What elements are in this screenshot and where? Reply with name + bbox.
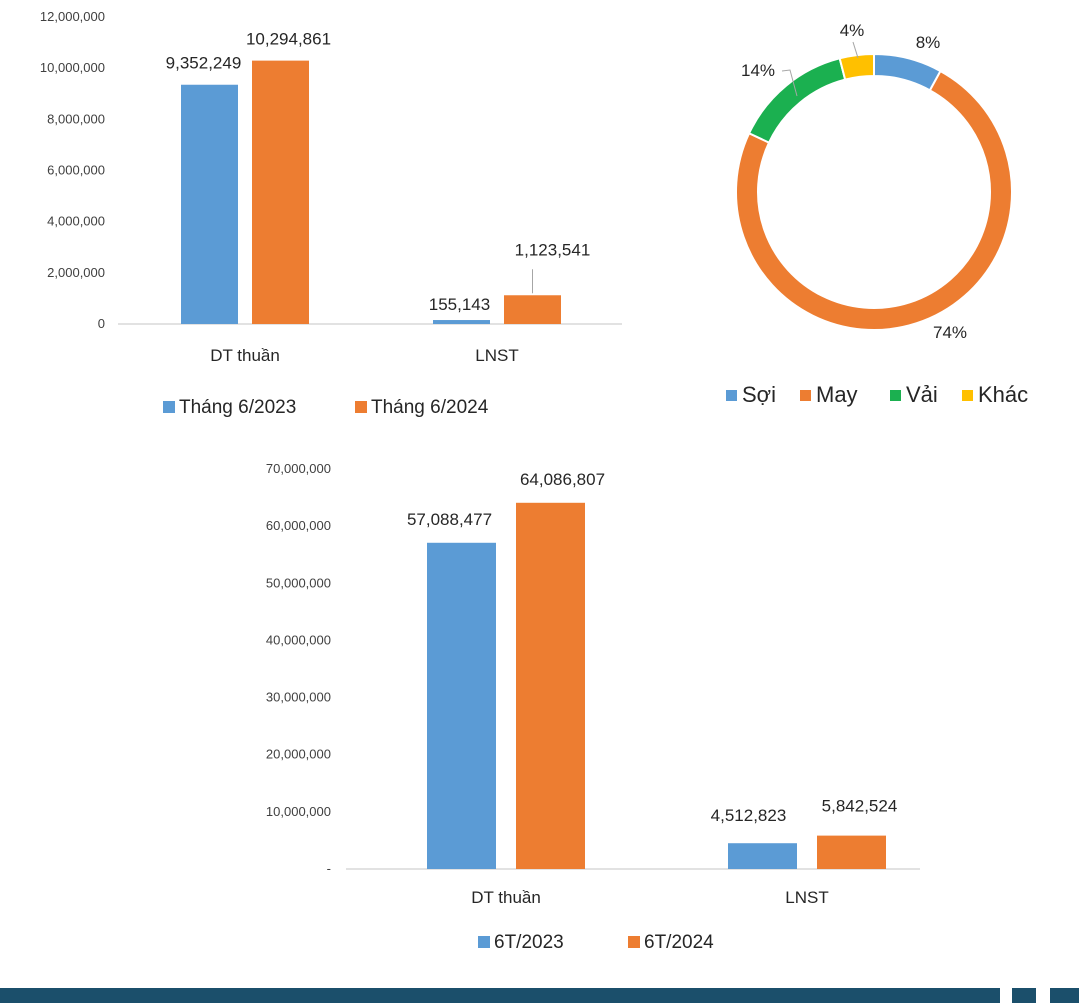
legend: 6T/2023 6T/2024 xyxy=(478,932,714,953)
legend-label: Vải xyxy=(906,382,938,407)
bar-series2 xyxy=(504,295,561,324)
legend-swatch xyxy=(800,390,811,401)
y-tick-label: 0 xyxy=(98,316,105,331)
data-label: 57,088,477 xyxy=(407,510,492,529)
bar-series1 xyxy=(427,542,496,869)
data-label: 4,512,823 xyxy=(711,806,787,825)
legend-label: Khác xyxy=(978,382,1028,407)
legend: Tháng 6/2023 Tháng 6/2024 xyxy=(163,397,489,418)
legend-label: Tháng 6/2023 xyxy=(179,397,296,418)
y-tick-label: 20,000,000 xyxy=(266,747,331,762)
y-tick-label: 60,000,000 xyxy=(266,518,331,533)
monthly-bar-chart: 0 2,000,000 4,000,000 6,000,000 8,000,000 10,… xyxy=(40,9,622,418)
footer-block xyxy=(1012,988,1036,1003)
category-label: DT thuần xyxy=(471,888,541,907)
label-leader-line xyxy=(852,41,859,59)
data-label: 9,352,249 xyxy=(166,54,242,73)
legend-label: Tháng 6/2024 xyxy=(371,397,489,418)
category-label: DT thuần xyxy=(210,346,280,365)
legend-label: 6T/2023 xyxy=(494,932,564,953)
slice-percent-label: 14% xyxy=(741,61,775,80)
slice-percent-label: 74% xyxy=(933,323,967,342)
slice-percent-label: 8% xyxy=(916,33,941,52)
legend-swatch xyxy=(726,390,737,401)
bar-series2 xyxy=(516,502,585,869)
footer-block xyxy=(1050,988,1079,1003)
doughnut-slice-khác xyxy=(838,52,875,81)
data-label: 1,123,541 xyxy=(515,240,591,259)
doughnut-slice-may xyxy=(735,69,1013,331)
y-tick-label: 4,000,000 xyxy=(47,214,105,229)
slice-percent-label: 4% xyxy=(840,21,865,40)
y-tick-label: 12,000,000 xyxy=(40,9,105,24)
y-tick-label: 10,000,000 xyxy=(266,804,331,819)
legend-swatch xyxy=(890,390,901,401)
legend-label: May xyxy=(816,382,858,407)
y-tick-label: 30,000,000 xyxy=(266,690,331,705)
bar-series1 xyxy=(181,84,238,324)
legend-swatch xyxy=(628,936,640,948)
doughnut-slice-sợi xyxy=(873,52,942,92)
y-tick-label: 2,000,000 xyxy=(47,265,105,280)
y-tick-label: 8,000,000 xyxy=(47,111,105,126)
legend-swatch xyxy=(478,936,490,948)
bar-series1 xyxy=(433,320,490,324)
category-label: LNST xyxy=(785,888,828,907)
data-label: 155,143 xyxy=(429,295,490,314)
legend-swatch xyxy=(163,401,175,413)
bar-series2 xyxy=(817,835,886,869)
y-tick-label: 70,000,000 xyxy=(266,461,331,476)
y-tick-label: 6,000,000 xyxy=(47,163,105,178)
legend-label: Sợi xyxy=(742,382,776,407)
y-tick-label: - xyxy=(327,861,331,876)
legend-swatch xyxy=(355,401,367,413)
legend-swatch xyxy=(962,390,973,401)
segment-doughnut-chart: 8% 74% 14% 4% Sợi May Vải Khác xyxy=(726,21,1028,407)
data-label: 10,294,861 xyxy=(246,30,331,49)
bar-series2 xyxy=(252,60,309,324)
data-label: 5,842,524 xyxy=(822,797,898,816)
y-tick-label: 40,000,000 xyxy=(266,632,331,647)
half-year-bar-chart: - 10,000,000 20,000,000 30,000,000 40,000,00… xyxy=(266,461,920,953)
legend: Sợi May Vải Khác xyxy=(726,382,1028,407)
y-tick-label: 10,000,000 xyxy=(40,60,105,75)
category-label: LNST xyxy=(475,346,518,365)
y-tick-label: 50,000,000 xyxy=(266,575,331,590)
bar-series1 xyxy=(728,843,797,869)
legend-label: 6T/2024 xyxy=(644,932,714,953)
data-label: 64,086,807 xyxy=(520,470,605,489)
footer-bar xyxy=(0,988,1000,1003)
label-leader-line xyxy=(781,69,798,97)
